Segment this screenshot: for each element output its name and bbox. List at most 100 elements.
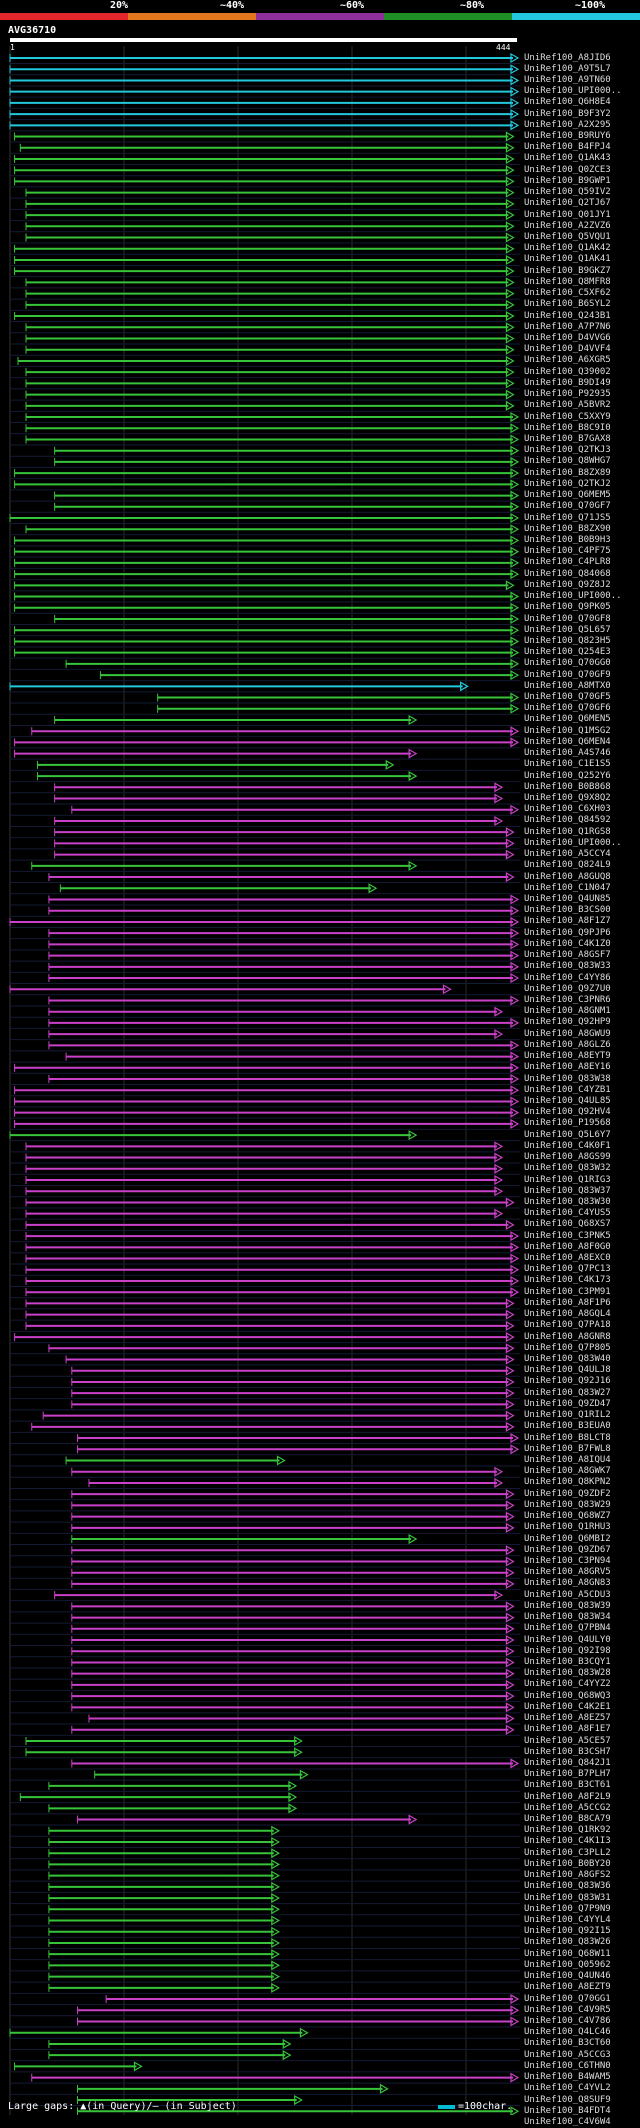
hit-label[interactable]: UniRef100_A9T5L7 <box>524 63 611 74</box>
hit-label[interactable]: UniRef100_C6XH03 <box>524 804 611 815</box>
hit-alignment[interactable] <box>10 1691 520 1703</box>
hit-label[interactable]: UniRef100_Q70GF7 <box>524 501 611 512</box>
hit-alignment[interactable] <box>10 636 520 648</box>
hit-label[interactable]: UniRef100_A8EY16 <box>524 1062 611 1073</box>
hit-label[interactable]: UniRef100_Q7P9N9 <box>524 1903 611 1914</box>
hit-alignment[interactable] <box>10 1500 520 1512</box>
hit-alignment[interactable] <box>10 2095 520 2107</box>
hit-label[interactable]: UniRef100_B8C9I0 <box>524 422 611 433</box>
hit-label[interactable]: UniRef100_UPI000.. <box>524 86 622 97</box>
hit-alignment[interactable] <box>10 2083 520 2095</box>
hit-label[interactable]: UniRef100_B4WAM5 <box>524 2072 611 2083</box>
hit-alignment[interactable] <box>10 311 520 323</box>
hit-alignment[interactable] <box>10 524 520 536</box>
hit-label[interactable]: UniRef100_Q6MEN4 <box>524 736 611 747</box>
hit-alignment[interactable] <box>10 1792 520 1804</box>
hit-alignment[interactable] <box>10 1444 520 1456</box>
hit-label[interactable]: UniRef100_Q9ZD67 <box>524 1544 611 1555</box>
hit-alignment[interactable] <box>10 1937 520 1949</box>
hit-alignment[interactable] <box>10 1433 520 1445</box>
hit-label[interactable]: UniRef100_Q1RIL2 <box>524 1410 611 1421</box>
hit-alignment[interactable] <box>10 468 520 480</box>
hit-alignment[interactable] <box>9 52 520 64</box>
hit-alignment[interactable] <box>10 1051 520 1063</box>
hit-alignment[interactable] <box>10 355 520 367</box>
hit-label[interactable]: UniRef100_Q9Z8J2 <box>524 579 611 590</box>
hit-alignment[interactable] <box>10 815 520 827</box>
hit-label[interactable]: UniRef100_Q4UN85 <box>524 894 611 904</box>
hit-alignment[interactable] <box>10 1197 520 1209</box>
hit-label[interactable]: UniRef100_C4YUS5 <box>524 1208 611 1219</box>
hit-label[interactable]: UniRef100_B9F3Y2 <box>524 108 611 119</box>
hit-label[interactable]: UniRef100_Q83W38 <box>524 1073 611 1084</box>
hit-label[interactable]: UniRef100_P92935 <box>524 389 611 400</box>
hit-alignment[interactable] <box>10 726 520 738</box>
hit-label[interactable]: UniRef100_A8GNM1 <box>524 1006 611 1017</box>
hit-label[interactable]: UniRef100_Q252Y6 <box>524 770 611 781</box>
hit-alignment[interactable] <box>10 1410 520 1422</box>
hit-label[interactable]: UniRef100_Q4UL85 <box>524 1095 611 1106</box>
hit-alignment[interactable] <box>10 2072 520 2084</box>
hit-alignment[interactable] <box>10 1836 520 1848</box>
hit-alignment[interactable] <box>10 277 520 289</box>
hit-alignment[interactable] <box>10 131 520 143</box>
hit-alignment[interactable] <box>10 1634 520 1647</box>
hit-label[interactable]: UniRef100_C1E1S5 <box>524 759 611 770</box>
hit-alignment[interactable] <box>10 1388 520 1400</box>
hit-label[interactable]: UniRef100_Q70GF5 <box>524 692 611 703</box>
hit-label[interactable]: UniRef100_C3PNK5 <box>524 1230 611 1241</box>
hit-alignment[interactable] <box>10 714 520 726</box>
hit-label[interactable]: UniRef100_A5CCY4 <box>524 849 611 860</box>
hit-label[interactable]: UniRef100_C4YYZ2 <box>524 1679 611 1690</box>
hit-label[interactable]: UniRef100_Q6H8E4 <box>524 97 611 108</box>
hit-alignment[interactable] <box>10 412 520 424</box>
hit-label[interactable]: UniRef100_C4K1Z0 <box>524 938 611 949</box>
hit-label[interactable]: UniRef100_Q83W33 <box>524 961 611 972</box>
hit-alignment[interactable] <box>10 1848 520 1860</box>
hit-alignment[interactable] <box>10 1107 520 1119</box>
hit-label[interactable]: UniRef100_C5XXY9 <box>524 411 611 422</box>
hit-alignment[interactable] <box>10 1960 520 1972</box>
hit-label[interactable]: UniRef100_B9GKZ7 <box>524 265 611 276</box>
hit-label[interactable]: UniRef100_Q824L9 <box>524 860 611 871</box>
hit-alignment[interactable] <box>10 2061 520 2073</box>
hit-alignment[interactable] <box>10 591 520 603</box>
hit-label[interactable]: UniRef100_B3EUA0 <box>524 1421 611 1432</box>
hit-label[interactable]: UniRef100_A8EYT9 <box>524 1051 611 1062</box>
hit-alignment[interactable] <box>10 210 520 222</box>
hit-alignment[interactable] <box>10 1511 520 1523</box>
hit-label[interactable]: UniRef100_Q92HV4 <box>524 1107 611 1118</box>
hit-label[interactable]: UniRef100_Q70GF6 <box>524 703 611 714</box>
hit-label[interactable]: UniRef100_Q83W30 <box>524 1196 611 1207</box>
hit-alignment[interactable] <box>10 434 520 446</box>
hit-alignment[interactable] <box>10 1522 520 1534</box>
hit-alignment[interactable] <box>10 266 520 278</box>
hit-label[interactable]: UniRef100_A8JID6 <box>524 52 611 63</box>
hit-label[interactable]: UniRef100_B0B9H3 <box>524 534 611 545</box>
hit-label[interactable]: UniRef100_A8GWK7 <box>524 1466 611 1477</box>
hit-alignment[interactable] <box>10 243 520 255</box>
hit-label[interactable]: UniRef100_Q7PA18 <box>524 1320 611 1331</box>
hit-label[interactable]: UniRef100_Q9ZD47 <box>524 1398 611 1409</box>
hit-label[interactable]: UniRef100_Q4ULY0 <box>524 1634 611 1645</box>
hit-label[interactable]: UniRef100_C5XF62 <box>524 288 611 299</box>
hit-label[interactable]: UniRef100_Q83W27 <box>524 1387 611 1398</box>
hit-alignment[interactable] <box>10 894 520 906</box>
hit-label[interactable]: UniRef100_Q1AK43 <box>524 153 611 164</box>
hit-label[interactable]: UniRef100_Q5L657 <box>524 624 611 635</box>
hit-alignment[interactable] <box>10 1724 520 1736</box>
hit-label[interactable]: UniRef100_A8GFS2 <box>524 1870 611 1881</box>
hit-alignment[interactable] <box>9 75 520 87</box>
hit-alignment[interactable] <box>10 647 520 659</box>
hit-alignment[interactable] <box>10 501 520 513</box>
hit-alignment[interactable] <box>10 1455 520 1467</box>
hit-alignment[interactable] <box>9 1130 520 1142</box>
hit-alignment[interactable] <box>10 165 520 177</box>
hit-alignment[interactable] <box>10 1354 520 1366</box>
hit-alignment[interactable] <box>10 1253 520 1265</box>
hit-alignment[interactable] <box>10 613 520 625</box>
hit-alignment[interactable] <box>9 64 520 76</box>
hit-alignment[interactable] <box>10 479 520 491</box>
hit-label[interactable]: UniRef100_C4YY86 <box>524 972 611 983</box>
hit-label[interactable]: UniRef100_Q70GG1 <box>524 1993 611 2004</box>
